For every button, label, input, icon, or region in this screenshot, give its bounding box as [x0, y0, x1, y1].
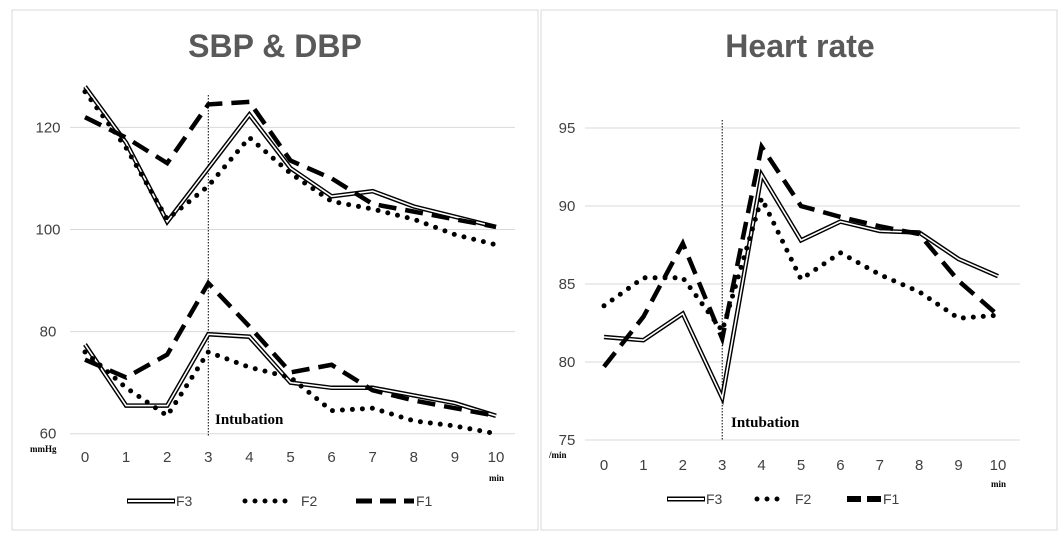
x-unit-bp: min: [489, 473, 504, 483]
x-tick-label: 5: [286, 449, 294, 466]
x-tick-label: 10: [488, 449, 505, 466]
x-tick-label: 4: [245, 449, 253, 466]
y-tick-label: 90: [559, 198, 576, 215]
legend-item-f1: F1: [847, 491, 900, 507]
plot-area-bp: 60 80 100 120 0 1 2 3 4 5 6 7 8 9 10: [35, 85, 515, 466]
x-tick-label: 8: [915, 457, 923, 474]
chart-title-bp: SBP & DBP: [188, 28, 362, 64]
y-unit-hr: /min: [548, 450, 567, 460]
y-tick-label: 75: [559, 432, 576, 449]
plot-area-hr: 75 80 85 90 95 0 1 2 3 4 5 6 7 8 9 10: [559, 120, 1020, 474]
legend-hr: F3 F2 F1: [667, 491, 900, 507]
series-line-f1: [602, 140, 1000, 369]
legend-item-f3: F3: [667, 491, 723, 507]
series-line-f3-dbp-inner: [84, 333, 497, 417]
legend-label-f2: F2: [795, 491, 812, 507]
series-line-f1-dbp: [84, 279, 497, 419]
series-line-f3-sbp-inner: [84, 86, 497, 228]
x-tick-label: 2: [163, 449, 171, 466]
legend-label-f2: F2: [301, 493, 318, 509]
y-tick-label: 85: [559, 276, 576, 293]
series-line-f2-dbp: [82, 348, 499, 437]
x-tick-label: 9: [954, 457, 962, 474]
x-unit-hr: min: [991, 479, 1006, 489]
annotation-intubation-bp: Intubation: [215, 412, 284, 428]
x-tick-label: 2: [679, 457, 687, 474]
legend-item-f2: F2: [754, 491, 812, 507]
chart-title-hr: Heart rate: [725, 28, 874, 64]
legend-label-f3: F3: [706, 491, 723, 507]
panel-left-frame: [11, 9, 539, 531]
x-tick-label: 9: [451, 449, 459, 466]
x-tick-label: 7: [876, 457, 884, 474]
x-tick-label: 6: [327, 449, 335, 466]
panel-right-frame: [540, 9, 1058, 531]
series-line-f2-sbp: [82, 89, 499, 248]
y-tick-label: 80: [559, 354, 576, 371]
legend-bp: F3 F2 F1: [127, 493, 433, 509]
x-tick-label: 10: [990, 457, 1007, 474]
x-tick-label: 0: [600, 457, 608, 474]
legend-item-f1: F1: [356, 493, 433, 509]
series-line-f2: [601, 191, 1001, 337]
x-tick-label: 3: [204, 449, 212, 466]
x-tick-label: 3: [718, 457, 726, 474]
y-tick-label: 100: [35, 222, 60, 239]
x-tick-label: 0: [81, 449, 89, 466]
legend-label-f1: F1: [416, 493, 433, 509]
x-tick-label: 7: [369, 449, 377, 466]
annotation-intubation-hr: Intubation: [731, 415, 800, 431]
x-tick-label: 1: [639, 457, 647, 474]
x-tick-label: 8: [410, 449, 418, 466]
x-tick-label: 1: [122, 449, 130, 466]
y-tick-label: 80: [40, 324, 57, 341]
legend-item-f3: F3: [127, 493, 193, 509]
y-tick-label: 120: [35, 119, 60, 136]
series-line-f3-inner: [603, 172, 999, 401]
x-tick-label: 4: [757, 457, 765, 474]
legend-item-f2: F2: [242, 493, 318, 509]
y-unit-bp: mmHg: [30, 444, 57, 454]
x-tick-label: 5: [797, 457, 805, 474]
x-tick-label: 6: [836, 457, 844, 474]
legend-label-f1: F1: [883, 491, 900, 507]
series-line-f1-sbp: [83, 99, 497, 230]
legend-label-f3: F3: [176, 493, 193, 509]
y-tick-label: 60: [40, 426, 57, 443]
y-tick-label: 95: [559, 120, 576, 137]
